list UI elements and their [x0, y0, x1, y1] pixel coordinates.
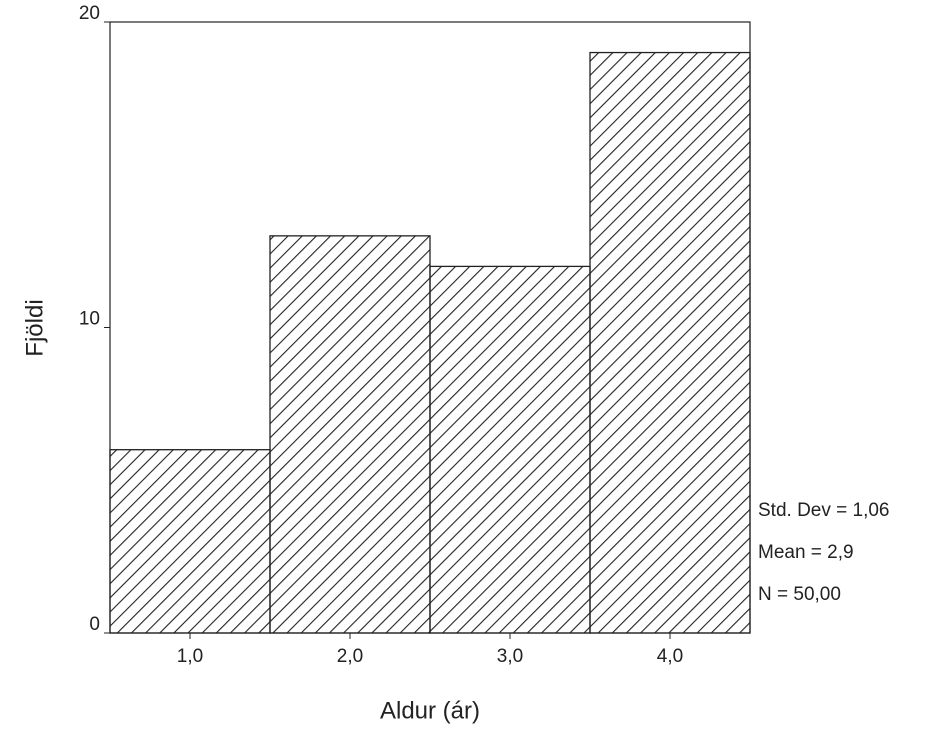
- y-tick-label: 20: [79, 3, 100, 24]
- bar: [589, 51, 751, 634]
- y-axis-label: Fjöldi: [21, 299, 48, 356]
- x-axis-label: Aldur (ár): [380, 697, 480, 724]
- x-tick-label: 3,0: [497, 646, 523, 667]
- stats-annotation: Mean = 2,9: [758, 542, 854, 563]
- x-tick-label: 1,0: [177, 646, 203, 667]
- x-tick-label: 2,0: [337, 646, 363, 667]
- stats-annotation: N = 50,00: [758, 584, 841, 605]
- bar: [109, 449, 271, 634]
- bar: [269, 235, 431, 634]
- y-tick-label: 10: [79, 309, 100, 330]
- stats-annotation: Std. Dev = 1,06: [758, 500, 890, 521]
- bar: [429, 265, 591, 634]
- x-tick-label: 4,0: [657, 646, 683, 667]
- y-tick-label: 0: [89, 614, 100, 635]
